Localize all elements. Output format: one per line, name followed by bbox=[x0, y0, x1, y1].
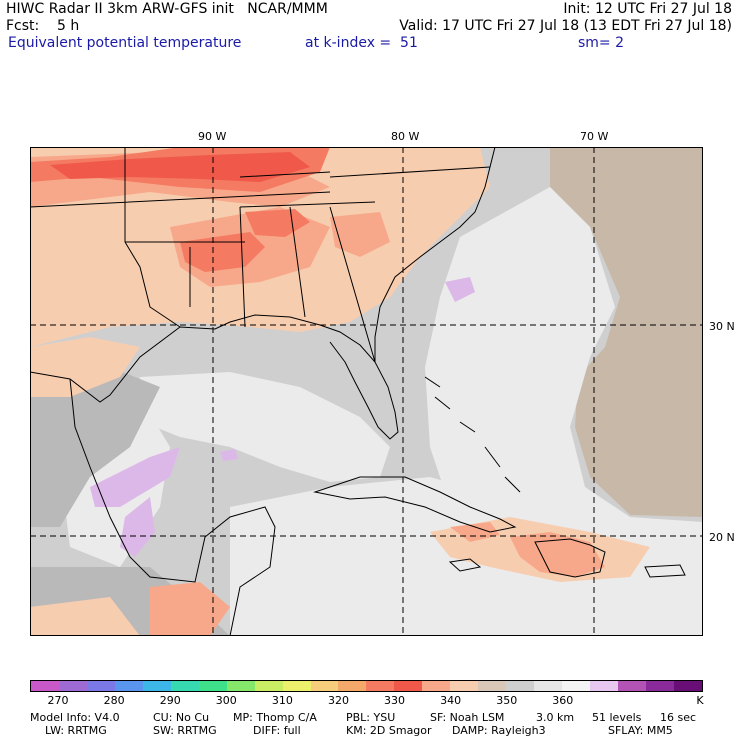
colorbar-swatch bbox=[198, 681, 227, 691]
colorbar-tick-label: 290 bbox=[159, 694, 181, 707]
field-lightgray-atlantic bbox=[425, 187, 703, 597]
lon-label-90w: 90 W bbox=[198, 130, 227, 143]
colorbar-swatch bbox=[562, 681, 591, 691]
field-lavender-texas bbox=[90, 447, 180, 507]
us-gulf-coast bbox=[30, 314, 399, 440]
colorbar-swatch bbox=[114, 681, 143, 691]
footer-lw: LW: RRTMG bbox=[45, 724, 107, 737]
colorbar-tick-label: 330 bbox=[384, 694, 406, 707]
colorbar-tick-label: 280 bbox=[103, 694, 125, 707]
footer-pbl: PBL: YSU bbox=[346, 711, 396, 724]
header-init-time: Init: 12 UTC Fri 27 Jul 18 bbox=[563, 1, 732, 17]
colorbar-swatch bbox=[506, 681, 535, 691]
footer-resolution: 3.0 km bbox=[536, 711, 575, 724]
footer-sw: SW: RRTMG bbox=[153, 724, 217, 737]
field-coral-ohio bbox=[245, 209, 310, 237]
footer-timestep: 16 sec bbox=[660, 711, 697, 724]
colorbar-swatch bbox=[254, 681, 283, 691]
header-valid-time: Valid: 17 UTC Fri 27 Jul 18 (13 EDT Fri … bbox=[399, 18, 732, 34]
jamaica bbox=[448, 558, 482, 572]
colorbar-swatch bbox=[86, 681, 115, 691]
colorbar-swatch bbox=[673, 681, 702, 691]
colorbar-swatch bbox=[394, 681, 423, 691]
field-lavender-mexico bbox=[120, 497, 155, 557]
mexico-coast bbox=[69, 378, 276, 636]
us-atlantic-coast bbox=[374, 147, 496, 362]
header-title: HIWC Radar II 3km ARW-GFS init NCAR/MMM bbox=[6, 1, 328, 17]
colorbar-tick-label: 360 bbox=[552, 694, 574, 707]
colorbar-swatch bbox=[282, 681, 311, 691]
header-level: at k-index = 51 bbox=[305, 35, 418, 51]
colorbar-swatch bbox=[645, 681, 674, 691]
colorbar-swatch bbox=[618, 681, 646, 691]
map-frame bbox=[30, 147, 703, 636]
colorbar-swatch bbox=[534, 681, 563, 691]
colorbar-tick-label: 340 bbox=[440, 694, 462, 707]
footer-sflay: SFLAY: MM5 bbox=[608, 724, 673, 737]
hispaniola bbox=[534, 538, 606, 578]
colorbar-tick-label: 300 bbox=[215, 694, 237, 707]
state-borders bbox=[30, 147, 491, 363]
header-smoothing: sm= 2 bbox=[578, 35, 625, 51]
header-forecast-hour: Fcst: 5 h bbox=[6, 18, 80, 34]
lat-label-20n: 20 N bbox=[709, 531, 735, 544]
field-tan-atlantic bbox=[550, 147, 703, 517]
footer-levels: 51 levels bbox=[592, 711, 642, 724]
gridlines bbox=[30, 147, 703, 636]
field-salmon-yucatan bbox=[150, 582, 230, 636]
field-salmon-jamaica bbox=[450, 522, 500, 542]
footer-km: KM: 2D Smagor bbox=[346, 724, 432, 737]
colorbar-swatch bbox=[310, 681, 339, 691]
lon-label-70w: 70 W bbox=[580, 130, 609, 143]
cuba bbox=[313, 476, 517, 533]
colorbar-swatch bbox=[170, 681, 199, 691]
colorbar-swatch bbox=[142, 681, 171, 691]
bahamas bbox=[424, 376, 521, 493]
colorbar-tick-label: 320 bbox=[327, 694, 349, 707]
colorbar-tick-label: 270 bbox=[47, 694, 69, 707]
field-lavender-atlantic bbox=[445, 277, 475, 302]
colorbar-swatch bbox=[366, 681, 395, 691]
colorbar-swatch bbox=[450, 681, 479, 691]
colorbar-tick-label: K bbox=[696, 694, 704, 707]
field-lavender-gulf bbox=[220, 449, 238, 461]
field-lightgray-gulf bbox=[130, 372, 390, 482]
theta-e-map bbox=[30, 147, 703, 636]
puerto-rico bbox=[644, 564, 686, 578]
colorbar-swatch bbox=[478, 681, 507, 691]
colorbar-tick-label: 350 bbox=[496, 694, 518, 707]
footer-mp: MP: Thomp C/A bbox=[233, 711, 317, 724]
lat-label-30n: 30 N bbox=[709, 320, 735, 333]
colorbar-swatch bbox=[590, 681, 619, 691]
footer-damp: DAMP: Rayleigh3 bbox=[452, 724, 546, 737]
field-red-north bbox=[50, 152, 310, 182]
footer-model-info: Model Info: V4.0 bbox=[30, 711, 120, 724]
colorbar bbox=[30, 680, 703, 692]
field-peach-texas bbox=[30, 337, 140, 397]
field-darkgray-land bbox=[30, 367, 160, 527]
coastlines bbox=[30, 147, 686, 636]
colorbar-swatch bbox=[226, 681, 255, 691]
colorbar-tick-label: 310 bbox=[271, 694, 293, 707]
header-field-name: Equivalent potential temperature bbox=[8, 35, 242, 51]
colorbar-swatch bbox=[422, 681, 451, 691]
footer-diff: DIFF: full bbox=[253, 724, 301, 737]
field-salmon-hispaniola bbox=[510, 532, 605, 577]
colorbar-swatch bbox=[31, 681, 59, 691]
footer-cu: CU: No Cu bbox=[153, 711, 210, 724]
colorbar-swatch bbox=[338, 681, 367, 691]
footer-sf: SF: Noah LSM bbox=[430, 711, 505, 724]
field-salmon-centralam bbox=[30, 597, 140, 636]
lon-label-80w: 80 W bbox=[391, 130, 420, 143]
field-salmon-carolinas bbox=[330, 212, 390, 257]
colorbar-swatch bbox=[58, 681, 87, 691]
